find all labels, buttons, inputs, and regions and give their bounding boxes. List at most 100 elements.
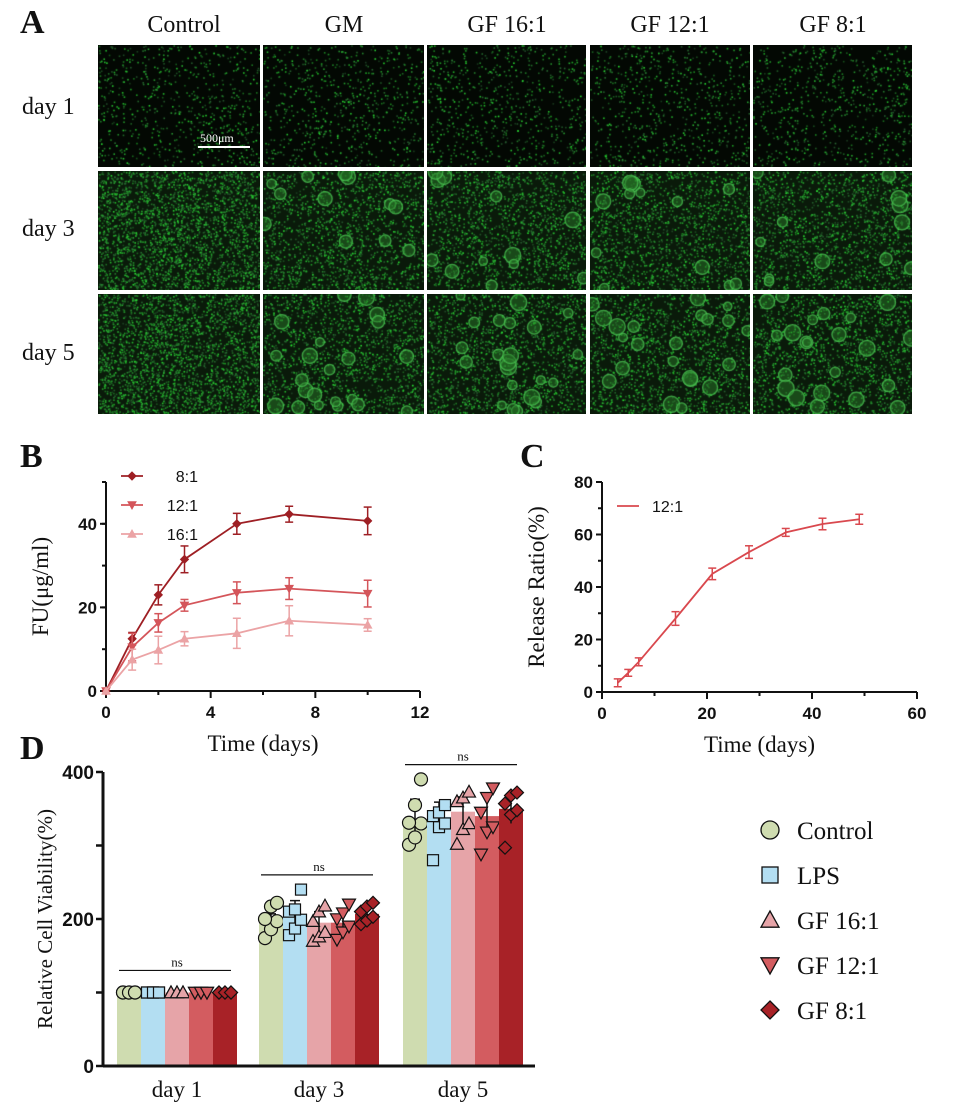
micrograph-gf161-day1 [427, 45, 586, 167]
data-point [269, 895, 285, 910]
data-point [153, 619, 164, 628]
column-header-gf12: GF 12:1 [630, 12, 710, 38]
x-category-label: day 1 [152, 1077, 202, 1102]
micrograph-control-day1 [98, 45, 260, 167]
micrograph-control-day5 [98, 294, 260, 414]
data-point [449, 836, 465, 850]
data-point [341, 920, 357, 935]
panel-d-label: D [20, 730, 45, 767]
data-point [335, 907, 351, 921]
x-tick-label: 20 [698, 704, 717, 723]
data-point [127, 985, 143, 1000]
data-point [179, 601, 190, 611]
y-tick-label: 0 [83, 1057, 94, 1078]
micrograph-gf121-day3 [590, 171, 750, 290]
legend-marker-lps [761, 866, 779, 884]
x-tick-label: 60 [908, 704, 927, 723]
bar-gf81-day1 [213, 992, 237, 1066]
data-point [294, 913, 308, 926]
micrograph-gf121-day5 [590, 294, 750, 414]
data-point [473, 806, 489, 821]
significance-label: ns [313, 859, 325, 874]
data-point [329, 933, 345, 948]
data-point [407, 830, 423, 845]
column-header-control: Control [147, 12, 221, 38]
row-label-day1: day 1 [22, 94, 75, 120]
series-line-12:1 [617, 518, 860, 684]
data-point [223, 985, 239, 1000]
data-point [232, 519, 242, 529]
data-point [294, 883, 308, 896]
legend-label: GF 12:1 [797, 953, 880, 980]
data-point [152, 986, 166, 999]
micrograph-gm-day3 [263, 171, 424, 290]
legend-label: 12:1 [652, 499, 683, 516]
legend-marker [127, 471, 137, 481]
data-point [485, 782, 501, 796]
x-tick-label: 0 [597, 704, 606, 723]
data-point [509, 802, 525, 818]
scale-bar-label: 500μm [200, 131, 234, 145]
panel-b-label: B [20, 438, 43, 475]
micrograph-gf161-day5 [427, 294, 586, 414]
bar-gf81-day3 [355, 913, 379, 1066]
data-point [231, 589, 242, 598]
significance-label: ns [171, 954, 183, 969]
data-point [284, 509, 294, 519]
x-axis-label: Time (days) [208, 731, 319, 756]
micrograph-gf81-day1 [753, 45, 912, 167]
x-category-label: day 3 [294, 1077, 344, 1102]
scale-bar [198, 146, 250, 148]
legend-marker [127, 528, 137, 538]
data-point [362, 619, 373, 629]
data-point [179, 554, 190, 565]
data-point [317, 898, 333, 912]
y-axis-label: Release Ratio(%) [524, 506, 549, 668]
data-point [317, 924, 333, 939]
data-point [127, 643, 138, 653]
data-point [284, 584, 295, 594]
column-header-gm: GM [324, 12, 364, 38]
data-point [153, 645, 164, 654]
legend-label: Control [797, 818, 873, 845]
y-axis-label: Relative Cell Viability(%) [33, 809, 57, 1029]
data-point [413, 772, 429, 787]
data-point [479, 826, 495, 841]
data-point [401, 815, 417, 830]
y-tick-label: 200 [62, 910, 94, 931]
data-point [362, 516, 373, 526]
y-tick-label: 0 [584, 683, 593, 702]
bar-control-day5 [403, 821, 427, 1066]
data-point [101, 685, 111, 695]
bar-gf161-day5 [451, 811, 475, 1066]
row-label-day3: day 3 [22, 216, 75, 242]
data-point [284, 615, 295, 625]
row-label-day5: day 5 [22, 340, 75, 366]
data-point [329, 913, 345, 927]
y-tick-label: 20 [78, 598, 97, 617]
legend-label: 12:1 [167, 498, 198, 515]
bar-control-day3 [259, 921, 283, 1066]
data-point [509, 785, 525, 800]
bar-gf161-day1 [165, 992, 189, 1066]
y-tick-label: 40 [574, 578, 593, 597]
legend-label: GF 8:1 [797, 998, 867, 1025]
bar-gf121-day3 [331, 922, 355, 1066]
data-point [362, 589, 373, 599]
micrograph-control-day3 [98, 171, 260, 290]
data-point [153, 590, 164, 600]
x-category-label: day 5 [438, 1077, 488, 1102]
y-tick-label: 0 [88, 682, 97, 701]
column-header-gf8: GF 8:1 [799, 12, 867, 38]
data-point [288, 903, 302, 916]
micrograph-gf81-day3 [753, 171, 912, 290]
legend-marker-gf81 [760, 1000, 780, 1020]
data-point [365, 909, 381, 925]
y-tick-label: 400 [62, 763, 94, 784]
y-tick-label: 40 [78, 515, 97, 534]
bar-lps-day1 [141, 992, 165, 1066]
x-tick-label: 4 [206, 703, 216, 722]
legend-label: LPS [797, 863, 840, 890]
legend-marker-gf121 [759, 957, 781, 976]
data-point [413, 816, 429, 831]
